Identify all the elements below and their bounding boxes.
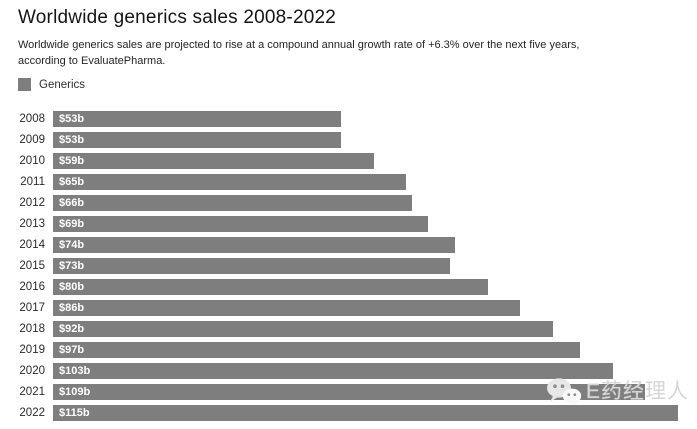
chart-row: 2015 $73b (18, 255, 697, 276)
bar-value-label: $59b (59, 154, 85, 167)
chart-row: 2019 $97b (18, 339, 697, 360)
category-label: 2013 (19, 217, 45, 230)
bar-2013[interactable]: $69b (53, 215, 428, 232)
chart-row: 2012 $66b (18, 192, 697, 213)
plot-area: $74b (53, 236, 697, 253)
bar-value-label: $66b (59, 196, 85, 209)
category-label: 2019 (19, 343, 45, 356)
bar-value-label: $65b (59, 175, 85, 188)
bar-2008[interactable]: $53b (53, 110, 342, 127)
category-label: 2011 (20, 175, 45, 188)
plot-area: $69b (53, 215, 697, 232)
bar-value-label: $109b (59, 385, 91, 398)
plot-area: $53b (53, 110, 697, 127)
category-label: 2012 (19, 196, 45, 209)
bar-value-label: $103b (59, 364, 91, 377)
category-label: 2014 (19, 238, 45, 251)
category-label: 2020 (19, 364, 45, 377)
category-label: 2022 (19, 406, 45, 419)
plot-area: $73b (53, 257, 697, 274)
chart-row: 2009 $53b (18, 129, 697, 150)
plot-area: $97b (53, 341, 697, 358)
chart-row: 2010 $59b (18, 150, 697, 171)
plot-area: $86b (53, 299, 697, 316)
bar-value-label: $53b (59, 133, 85, 146)
bar-value-label: $97b (59, 343, 85, 356)
bar-value-label: $86b (59, 301, 85, 314)
chart-row: 2018 $92b (18, 318, 697, 339)
category-label: 2009 (19, 133, 45, 146)
bar-2014[interactable]: $74b (53, 236, 456, 253)
chart-row: 2021 $109b (18, 381, 697, 402)
bar-value-label: $115b (59, 406, 90, 419)
chart-row: 2017 $86b (18, 297, 697, 318)
chart-row: 2008 $53b (18, 108, 697, 129)
bar-2016[interactable]: $80b (53, 278, 488, 295)
plot-area: $65b (53, 173, 697, 190)
bar-value-label: $92b (59, 322, 85, 335)
category-label: 2010 (19, 154, 45, 167)
chart-row: 2014 $74b (18, 234, 697, 255)
chart-row: 2013 $69b (18, 213, 697, 234)
bar-2020[interactable]: $103b (53, 362, 613, 379)
bar-2021[interactable]: $109b (53, 383, 646, 400)
plot-area: $92b (53, 320, 697, 337)
chart-row: 2022 $115b (18, 402, 697, 423)
bar-chart: 2008 $53b 2009 $53b 2010 $59b 2011 $65b 2012 $66b… (18, 108, 697, 423)
plot-area: $80b (53, 278, 697, 295)
chart-row: 2020 $103b (18, 360, 697, 381)
bar-value-label: $69b (59, 217, 85, 230)
plot-area: $66b (53, 194, 697, 211)
plot-area: $59b (53, 152, 697, 169)
legend: Generics (18, 78, 697, 91)
bar-value-label: $80b (59, 280, 85, 293)
chart-title: Worldwide generics sales 2008-2022 (18, 7, 337, 28)
chart-subtitle: Worldwide generics sales are projected t… (18, 39, 580, 67)
bar-value-label: $73b (59, 259, 85, 272)
bar-value-label: $53b (59, 112, 85, 125)
bar-2018[interactable]: $92b (53, 320, 553, 337)
bar-2015[interactable]: $73b (53, 257, 450, 274)
category-label: 2016 (19, 280, 45, 293)
bar-2017[interactable]: $86b (53, 299, 521, 316)
bar-2012[interactable]: $66b (53, 194, 412, 211)
legend-label-generics: Generics (39, 78, 86, 91)
chart-row: 2011 $65b (18, 171, 697, 192)
plot-area: $115b (53, 404, 697, 421)
category-label: 2018 (19, 322, 45, 335)
bar-value-label: $74b (59, 238, 85, 251)
category-label: 2008 (19, 112, 45, 125)
category-label: 2017 (19, 301, 45, 314)
category-label: 2021 (19, 385, 45, 398)
bar-2011[interactable]: $65b (53, 173, 407, 190)
bar-2022[interactable]: $115b (53, 404, 678, 421)
category-label: 2015 (19, 259, 45, 272)
bar-2010[interactable]: $59b (53, 152, 374, 169)
bar-2009[interactable]: $53b (53, 131, 342, 148)
plot-area: $53b (53, 131, 697, 148)
chart-row: 2016 $80b (18, 276, 697, 297)
bar-2019[interactable]: $97b (53, 341, 581, 358)
plot-area: $109b (53, 383, 697, 400)
legend-swatch-generics (18, 78, 31, 91)
plot-area: $103b (53, 362, 697, 379)
